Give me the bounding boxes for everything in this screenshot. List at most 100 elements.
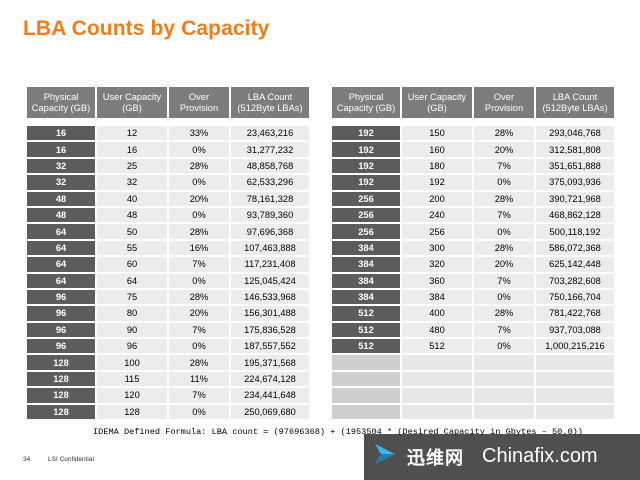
table-row: 64 50 28% 97,696,368	[27, 224, 309, 239]
column-header-physical-capacity: Physical Capacity (GB)	[27, 87, 95, 118]
header-spacer	[27, 120, 309, 124]
column-header-over-provision: Over Provision	[169, 87, 229, 118]
physical-capacity-cell: 128	[27, 355, 95, 370]
over-provision-cell: 28%	[474, 126, 534, 141]
chinafix-watermark: 迅维网 Chinafix.com	[364, 434, 640, 480]
column-header-user-capacity: User Capacity (GB)	[97, 87, 167, 118]
confidential-label: LSI Confidential	[48, 456, 94, 463]
over-provision-cell: 7%	[474, 322, 534, 338]
table-row	[332, 388, 614, 403]
watermark-english-text: Chinafix.com	[482, 445, 598, 467]
column-header-lba-count: LBA Count (512Byte LBAs)	[536, 87, 614, 118]
table-row: 128 115 11% 224,674,128	[27, 371, 309, 387]
physical-capacity-cell: 384	[332, 273, 400, 288]
over-provision-cell: 0%	[169, 207, 229, 223]
table-row: 512 512 0% 1,000,215,216	[332, 339, 614, 354]
user-capacity-cell: 16	[97, 142, 167, 157]
table-row: 48 40 20% 78,161,328	[27, 191, 309, 206]
over-provision-cell: 7%	[474, 158, 534, 174]
lba-count-cell: 468,862,128	[536, 207, 614, 223]
lba-count-cell: 390,721,968	[536, 191, 614, 206]
table-row: 384 300 28% 586,072,368	[332, 240, 614, 256]
over-provision-cell	[474, 388, 534, 403]
lba-count-cell: 107,463,888	[231, 240, 309, 256]
table-row	[332, 404, 614, 420]
physical-capacity-cell: 256	[332, 191, 400, 206]
over-provision-cell: 0%	[474, 224, 534, 239]
table-header-row: Physical Capacity (GB) User Capacity (GB) …	[27, 87, 309, 118]
user-capacity-cell	[402, 388, 472, 403]
table-row: 256 256 0% 500,118,192	[332, 224, 614, 239]
chinafix-logo-icon	[375, 444, 395, 464]
physical-capacity-cell: 128	[27, 371, 95, 387]
over-provision-cell: 11%	[169, 371, 229, 387]
user-capacity-cell	[402, 371, 472, 387]
user-capacity-cell: 50	[97, 224, 167, 239]
over-provision-cell: 0%	[474, 339, 534, 354]
over-provision-cell: 20%	[474, 142, 534, 157]
table-row: 128 128 0% 250,069,680	[27, 404, 309, 420]
physical-capacity-cell	[332, 404, 400, 420]
column-header-user-capacity: User Capacity (GB)	[402, 87, 472, 118]
lba-count-cell	[536, 404, 614, 420]
lba-count-cell: 62,533,296	[231, 175, 309, 190]
lba-count-cell: 375,093,936	[536, 175, 614, 190]
table-row: 192 160 20% 312,581,808	[332, 142, 614, 157]
physical-capacity-cell: 64	[27, 224, 95, 239]
lba-count-cell: 117,231,408	[231, 257, 309, 272]
page-title: LBA Counts by Capacity	[23, 17, 270, 40]
over-provision-cell: 0%	[474, 175, 534, 190]
physical-capacity-cell: 384	[332, 240, 400, 256]
lba-count-cell: 293,046,768	[536, 126, 614, 141]
physical-capacity-cell: 192	[332, 142, 400, 157]
physical-capacity-cell: 16	[27, 142, 95, 157]
over-provision-cell: 20%	[169, 191, 229, 206]
user-capacity-cell: 75	[97, 289, 167, 305]
physical-capacity-cell: 48	[27, 207, 95, 223]
lba-count-cell: 78,161,328	[231, 191, 309, 206]
spacer-cell	[169, 120, 229, 124]
table-row: 384 360 7% 703,282,608	[332, 273, 614, 288]
table-row: 96 90 7% 175,836,528	[27, 322, 309, 338]
lba-count-cell: 750,166,704	[536, 289, 614, 305]
table-row: 192 180 7% 351,651,888	[332, 158, 614, 174]
physical-capacity-cell: 64	[27, 257, 95, 272]
table-row: 64 64 0% 125,045,424	[27, 273, 309, 288]
table-row: 96 96 0% 187,557,552	[27, 339, 309, 354]
lba-count-cell: 97,696,368	[231, 224, 309, 239]
spacer-cell	[474, 120, 534, 124]
lba-count-cell: 93,789,360	[231, 207, 309, 223]
physical-capacity-cell: 48	[27, 191, 95, 206]
physical-capacity-cell: 96	[27, 306, 95, 321]
lba-count-cell: 250,069,680	[231, 404, 309, 420]
lba-count-cell: 703,282,608	[536, 273, 614, 288]
over-provision-cell: 7%	[169, 388, 229, 403]
over-provision-cell: 33%	[169, 126, 229, 141]
lba-count-cell: 48,858,768	[231, 158, 309, 174]
table-row: 192 192 0% 375,093,936	[332, 175, 614, 190]
lba-count-cell: 146,533,968	[231, 289, 309, 305]
lba-count-cell: 156,301,488	[231, 306, 309, 321]
table-row: 384 320 20% 625,142,448	[332, 257, 614, 272]
over-provision-cell: 28%	[474, 306, 534, 321]
user-capacity-cell: 192	[402, 175, 472, 190]
over-provision-cell	[474, 404, 534, 420]
user-capacity-cell: 100	[97, 355, 167, 370]
user-capacity-cell: 115	[97, 371, 167, 387]
lba-table-right: Physical Capacity (GB) User Capacity (GB) …	[330, 85, 616, 421]
idema-formula: IDEMA Defined Formula: LBA count = (9769…	[93, 427, 583, 437]
lba-count-cell	[536, 371, 614, 387]
over-provision-cell	[474, 355, 534, 370]
physical-capacity-cell: 192	[332, 126, 400, 141]
user-capacity-cell	[402, 404, 472, 420]
physical-capacity-cell: 32	[27, 175, 95, 190]
table-row: 16 16 0% 31,277,232	[27, 142, 309, 157]
lba-count-cell: 175,836,528	[231, 322, 309, 338]
over-provision-cell: 16%	[169, 240, 229, 256]
physical-capacity-cell: 64	[27, 240, 95, 256]
over-provision-cell: 28%	[474, 191, 534, 206]
physical-capacity-cell: 64	[27, 273, 95, 288]
over-provision-cell: 0%	[169, 404, 229, 420]
lba-count-cell: 187,557,552	[231, 339, 309, 354]
over-provision-cell: 0%	[169, 175, 229, 190]
